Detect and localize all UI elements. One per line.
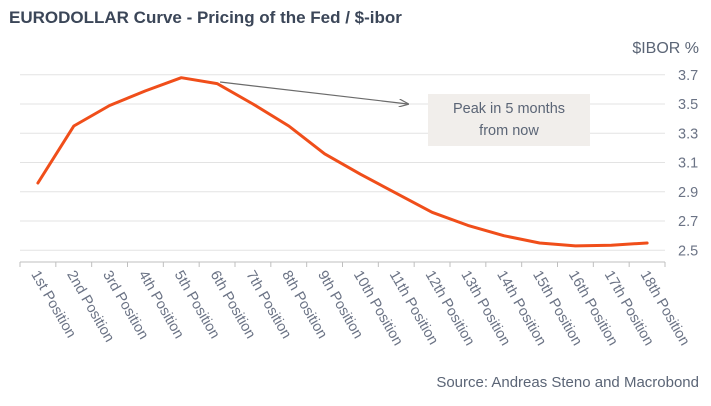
series-line-0 [36, 76, 649, 248]
x-axis [19, 261, 666, 267]
y-tick-label-3: 3.1 [678, 156, 698, 172]
y-tick-label-1: 2.7 [678, 214, 698, 230]
gridlines [20, 74, 665, 251]
source-note: Source: Andreas Steno and Macrobond [436, 374, 699, 391]
annotation-arrow [220, 81, 408, 104]
chart-title: EURODOLLAR Curve - Pricing of the Fed / … [9, 8, 402, 27]
y-tick-label-6: 3.7 [678, 68, 698, 84]
annotation-box: Peak in 5 months from now [428, 94, 590, 146]
annotation-line-2: from now [479, 123, 539, 139]
y-tick-label-4: 3.3 [678, 126, 698, 142]
y-tick-label-0: 2.5 [678, 243, 698, 259]
annotation-arrow-line [220, 81, 408, 104]
series [36, 76, 649, 248]
y-tick-label-2: 2.9 [678, 185, 698, 201]
annotation-line-1: Peak in 5 months [452, 101, 566, 117]
y-tick-label-5: 3.5 [678, 97, 698, 113]
y-axis-unit-label: $IBOR % [632, 40, 699, 57]
y-axis-ticks: 2.5 2.7 2.9 3.1 3.3 3.5 3.7 [678, 68, 698, 260]
